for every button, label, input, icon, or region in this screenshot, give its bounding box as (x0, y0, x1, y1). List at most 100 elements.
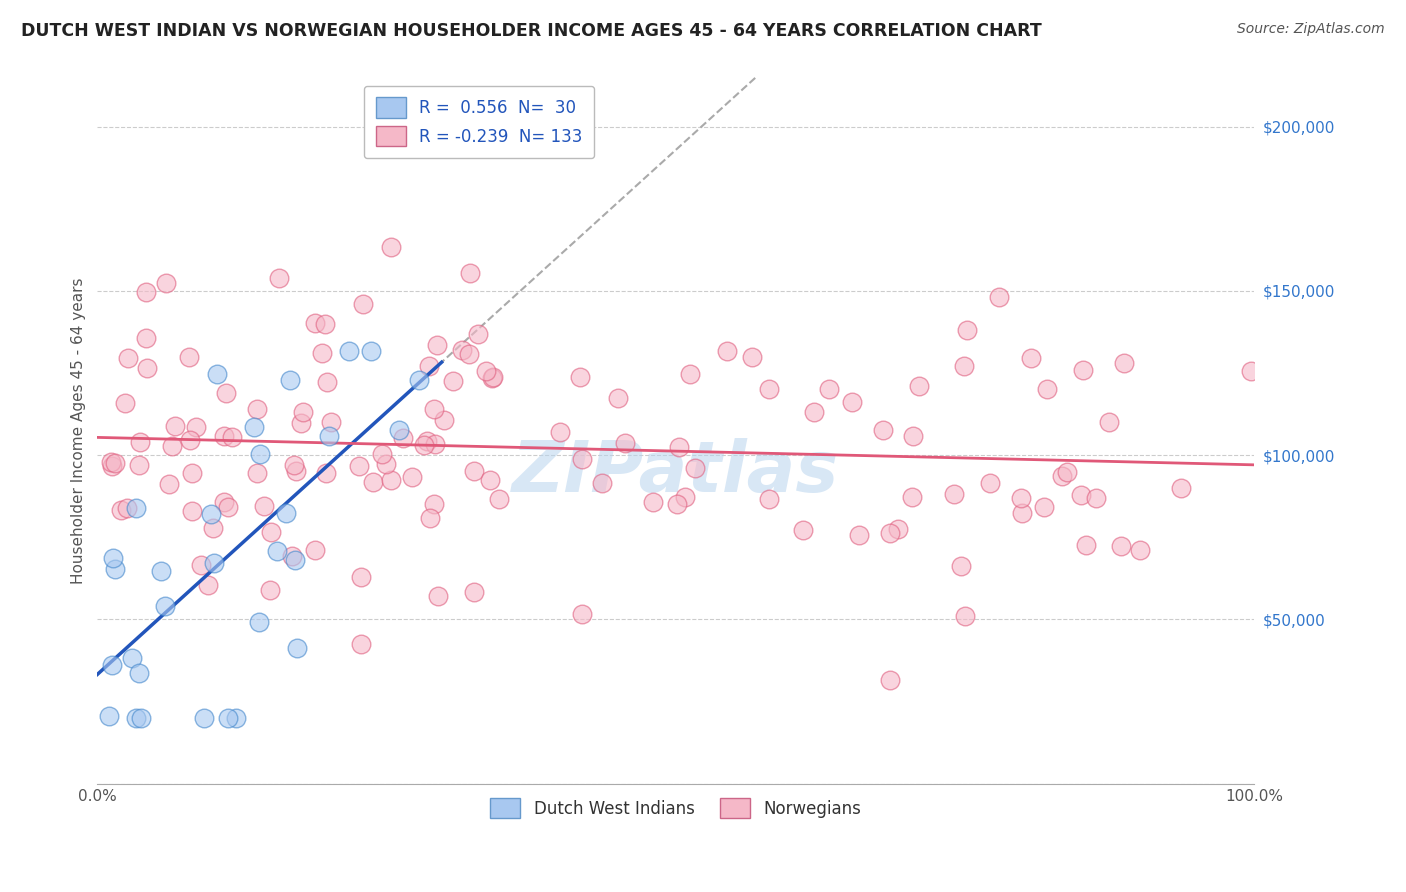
Point (458, 266, 481, 280)
Point (217, 711, 239, 725)
Point (281, 549, 304, 563)
Point (848, 527, 870, 541)
Point (1070, 488, 1092, 502)
Point (201, 521, 224, 535)
Point (314, 317, 336, 331)
Point (217, 500, 239, 514)
Point (1109, 539, 1132, 553)
Point (391, 431, 413, 445)
Point (673, 490, 696, 504)
Point (247, 615, 270, 629)
Point (872, 423, 894, 437)
Point (274, 506, 297, 520)
Point (207, 367, 229, 381)
Point (360, 344, 382, 359)
Point (607, 391, 630, 405)
Point (311, 346, 333, 360)
Point (98, 708, 121, 723)
Point (215, 386, 238, 401)
Point (463, 464, 485, 478)
Point (337, 343, 360, 358)
Point (988, 289, 1011, 303)
Point (418, 359, 440, 374)
Point (197, 578, 219, 592)
Point (124, 500, 146, 515)
Point (427, 589, 450, 603)
Point (266, 544, 288, 558)
Point (100, 455, 122, 469)
Point (817, 382, 839, 396)
Point (316, 376, 339, 390)
Point (285, 641, 308, 656)
Point (1011, 506, 1033, 520)
Point (181, 466, 204, 480)
Point (284, 553, 307, 567)
Point (190, 558, 212, 572)
Point (221, 430, 243, 444)
Point (304, 543, 326, 558)
Point (408, 373, 430, 387)
Point (482, 370, 505, 384)
Point (177, 350, 200, 364)
Point (253, 499, 276, 513)
Point (375, 457, 398, 471)
Point (792, 524, 814, 538)
Point (803, 405, 825, 419)
Point (426, 338, 449, 352)
Point (953, 608, 976, 623)
Point (841, 395, 863, 409)
Point (155, 276, 177, 290)
Point (260, 525, 283, 540)
Point (956, 322, 979, 336)
Point (259, 583, 281, 598)
Point (380, 240, 402, 254)
Point (1098, 415, 1121, 429)
Point (1085, 491, 1108, 505)
Point (292, 405, 315, 419)
Point (481, 371, 503, 385)
Point (1050, 468, 1073, 483)
Point (352, 297, 374, 311)
Point (101, 551, 124, 566)
Point (157, 477, 180, 491)
Point (114, 396, 136, 410)
Point (1112, 355, 1135, 369)
Point (285, 464, 308, 478)
Point (125, 711, 148, 725)
Point (1074, 538, 1097, 552)
Point (1035, 382, 1057, 396)
Point (591, 476, 613, 491)
Point (879, 525, 901, 540)
Point (129, 434, 152, 449)
Point (467, 327, 489, 342)
Point (101, 657, 124, 672)
Point (350, 637, 373, 651)
Point (1019, 351, 1042, 365)
Point (212, 494, 235, 508)
Point (304, 316, 326, 330)
Point (104, 456, 127, 470)
Point (160, 439, 183, 453)
Point (104, 562, 127, 576)
Point (950, 559, 973, 574)
Point (571, 607, 593, 621)
Point (741, 350, 763, 364)
Point (979, 476, 1001, 491)
Point (548, 425, 571, 439)
Point (474, 363, 496, 377)
Point (290, 416, 312, 430)
Point (110, 503, 132, 517)
Point (246, 466, 269, 480)
Y-axis label: Householder Income Ages 45 - 64 years: Householder Income Ages 45 - 64 years (72, 277, 86, 584)
Point (283, 458, 305, 472)
Point (100, 459, 122, 474)
Point (1032, 500, 1054, 515)
Point (758, 383, 780, 397)
Point (451, 343, 474, 357)
Point (200, 508, 222, 522)
Point (1239, 364, 1261, 378)
Point (716, 343, 738, 358)
Point (613, 436, 636, 450)
Point (463, 585, 485, 599)
Point (678, 368, 700, 382)
